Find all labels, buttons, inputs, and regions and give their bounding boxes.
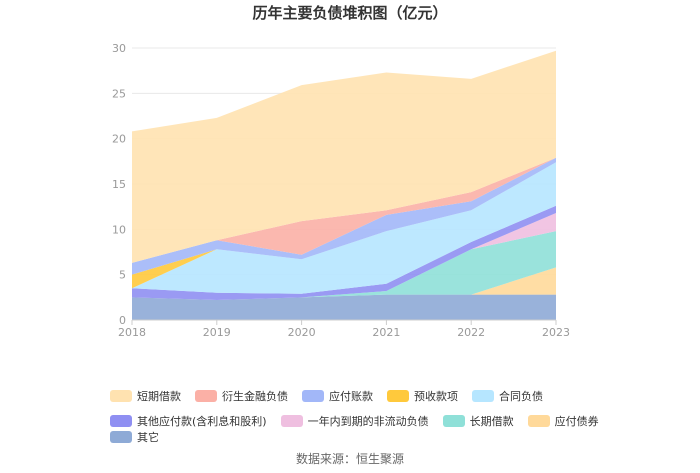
x-tick-label: 2019 bbox=[203, 326, 231, 339]
y-tick-label: 0 bbox=[119, 314, 126, 327]
y-tick-label: 20 bbox=[112, 133, 126, 146]
legend-label: 短期借款 bbox=[137, 390, 181, 403]
legend-swatch bbox=[280, 415, 303, 427]
area-衍生金融负债 bbox=[132, 157, 556, 263]
area-应付账款 bbox=[132, 157, 556, 275]
legend-item[interactable]: 合同负债 bbox=[472, 388, 543, 404]
legend-label: 其他应付款(含利息和股利) bbox=[137, 415, 267, 428]
x-tick-label: 2021 bbox=[372, 326, 400, 339]
legend-label: 预收款项 bbox=[414, 390, 458, 403]
legend-item[interactable]: 其他应付款(含利息和股利) bbox=[110, 413, 267, 429]
area-其它 bbox=[132, 294, 556, 320]
stacked-area-chart: 0 5 10 15 20 25 30 2018 2019 2020 2021 2022 2023 bbox=[112, 42, 570, 339]
legend-swatch bbox=[110, 431, 132, 443]
legend-item[interactable]: 其它 bbox=[110, 429, 159, 445]
y-tick-label: 10 bbox=[112, 223, 126, 236]
legend-row: 短期借款 衍生金融负债 应付账款 预收款项 合同负债 bbox=[110, 388, 610, 404]
area-合同负债 bbox=[132, 162, 556, 294]
area-其他应付款(含利息和股利) bbox=[132, 205, 556, 301]
data-source: 数据来源：恒生聚源 bbox=[295, 452, 404, 466]
x-tick-label: 2023 bbox=[542, 326, 570, 339]
legend-label: 其它 bbox=[137, 431, 159, 444]
y-tick-label: 15 bbox=[112, 178, 126, 191]
legend-item[interactable]: 衍生金融负债 bbox=[195, 388, 288, 404]
legend-label: 一年内到期的非流动负债 bbox=[307, 415, 429, 428]
legend-label: 合同负债 bbox=[499, 390, 543, 403]
legend-swatch bbox=[110, 415, 132, 427]
area-短期借款 bbox=[132, 50, 556, 263]
legend-item[interactable]: 应付账款 bbox=[302, 388, 373, 404]
x-tick-label: 2018 bbox=[118, 326, 146, 339]
axes: 0 5 10 15 20 25 30 2018 2019 2020 2021 2022 2023 bbox=[112, 42, 570, 339]
legend-item[interactable]: 长期借款 bbox=[442, 413, 514, 429]
y-tick-label: 5 bbox=[119, 269, 126, 282]
legend-swatch bbox=[472, 390, 494, 402]
area-长期借款 bbox=[132, 231, 556, 301]
legend-label: 长期借款 bbox=[469, 415, 514, 428]
legend-swatch bbox=[110, 390, 132, 402]
legend-label: 应付账款 bbox=[329, 390, 373, 403]
legend-swatch bbox=[302, 390, 324, 402]
legend-row: 其他应付款(含利息和股利) 一年内到期的非流动负债 长期借款 应付债券其它 bbox=[110, 413, 610, 445]
legend-swatch bbox=[195, 390, 217, 402]
y-tick-label: 30 bbox=[112, 42, 126, 55]
area-series bbox=[132, 50, 556, 320]
legend: 短期借款 衍生金融负债 应付账款 预收款项 合同负债其他应付款(含利息和股利) 一年内到期… bbox=[110, 388, 610, 454]
y-tick-label: 25 bbox=[112, 87, 126, 100]
legend-swatch bbox=[442, 415, 465, 427]
x-tick-label: 2020 bbox=[288, 326, 316, 339]
legend-label: 衍生金融负债 bbox=[222, 390, 288, 403]
legend-item[interactable]: 一年内到期的非流动负债 bbox=[280, 413, 429, 429]
legend-item[interactable]: 应付债券 bbox=[527, 413, 599, 429]
legend-swatch bbox=[527, 415, 550, 427]
x-tick-label: 2022 bbox=[457, 326, 485, 339]
legend-label: 应付债券 bbox=[554, 415, 599, 428]
chart-title: 历年主要负债堆积图（亿元） bbox=[252, 4, 448, 22]
legend-item[interactable]: 预收款项 bbox=[387, 388, 458, 404]
legend-item[interactable]: 短期借款 bbox=[110, 388, 181, 404]
legend-swatch bbox=[387, 390, 409, 402]
